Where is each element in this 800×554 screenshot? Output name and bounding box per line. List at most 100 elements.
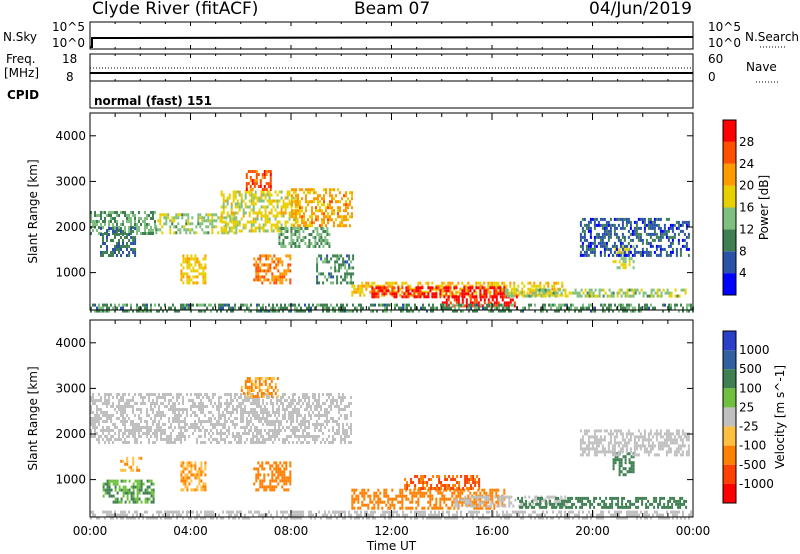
cell-vel-0 [224,441,226,444]
cell-power-13 [664,291,667,295]
cell-power-0 [96,229,98,232]
cell-vel-8 [498,504,501,508]
cell-power-1 [213,219,216,223]
cell-vel-0 [272,423,274,426]
cell-power-5 [316,230,319,233]
cell-power-2 [276,193,279,197]
cell-power-5 [282,242,285,245]
cell-vel-0 [288,396,290,399]
cell-power-10 [409,287,412,291]
cell-vel-2 [188,470,191,474]
cell-vel-0 [346,435,348,438]
cell-power-12 [487,298,490,302]
cell-vel-8 [504,495,507,499]
cell-power-16 [386,303,388,307]
cell-power-2 [270,223,273,227]
cell-power-5 [322,239,325,242]
cell-vel-7 [424,481,427,484]
cell-vel-0 [220,414,222,417]
cell-power-8 [108,254,110,257]
cell-vel-0 [224,426,226,429]
cell-vel-0 [166,438,168,441]
cell-power-16 [230,309,232,313]
cell-power-4 [321,224,323,228]
cell-power-15 [631,253,634,257]
cell-vel-3 [257,488,260,492]
cell-power-16 [96,309,98,313]
cell-power-2 [284,208,287,212]
cell-power-16 [492,309,494,313]
cell-vel-0 [190,408,192,411]
cell-power-6 [188,263,191,267]
cell-power-15 [587,241,590,245]
cell-power-10 [535,284,538,288]
cell-vel-3 [277,467,280,471]
cell-power-16 [108,306,110,310]
cell-power-16 [122,303,124,307]
cell-power-3 [269,182,272,185]
cell-power-16 [498,306,500,310]
cell-vel-0 [222,423,224,426]
cell-power-2 [234,223,237,227]
cell-power-15 [581,235,584,239]
cell-power-13 [656,288,659,292]
cell-power-9 [336,260,339,264]
cell-power-7 [281,272,284,276]
cell-vel-0 [190,426,192,429]
cell-power-9 [348,254,351,258]
cell-power-9 [330,257,333,261]
cell-vel-0 [160,417,162,420]
cell-power-7 [277,257,280,261]
cell-power-15 [607,238,610,242]
cell-vel-0 [292,429,294,432]
cell-power-6 [182,260,185,264]
cell-power-16 [554,309,556,313]
cell-vel-1 [254,386,257,389]
cell-vel-0 [142,432,144,435]
cell-power-10 [497,284,500,288]
cell-vel-8 [478,501,481,505]
cell-power-9 [352,272,355,276]
cell-power-3 [261,188,264,191]
cell-vel-5 [148,491,151,495]
cell-power-15 [647,250,650,254]
cell-power-4 [329,200,331,204]
cell-vel-6 [459,494,462,498]
cell-power-1 [229,216,232,220]
cell-vel-6 [407,506,410,510]
cell-power-16 [350,309,352,313]
cell-power-16 [274,306,276,310]
cell-vel-6 [447,497,450,501]
cell-power-4 [337,215,339,219]
cell-power-0 [116,214,118,217]
cell-power-15 [613,217,616,221]
cell-power-10 [417,284,420,288]
cell-power-15 [633,250,636,254]
cell-power-10 [425,290,428,294]
cell-vel-0 [220,432,222,435]
cell-vel-0 [140,396,142,399]
cell-power-2 [242,211,245,215]
cell-power-7 [277,278,280,282]
cell-vel-3 [263,479,266,483]
cell-vel-0 [240,426,242,429]
cell-vel-0 [100,408,102,411]
cell-power-2 [288,190,291,194]
cell-power-0 [140,217,142,220]
cell-vel-0 [328,435,330,438]
cell-power-10 [427,284,430,288]
cell-power-15 [643,250,646,254]
cell-vel-0 [314,441,316,444]
cell-power-2 [236,202,239,206]
cell-power-16 [664,303,666,307]
cell-power-7 [281,281,284,285]
cell-power-2 [262,199,265,203]
cell-power-13 [530,294,533,298]
cell-vel-3 [257,461,260,465]
cell-power-16 [112,306,114,310]
cell-power-6 [192,275,195,279]
cell-vel-0 [286,426,288,429]
cell-power-16 [620,306,622,310]
cell-vel-3 [283,488,286,492]
cell-power-12 [503,301,506,305]
